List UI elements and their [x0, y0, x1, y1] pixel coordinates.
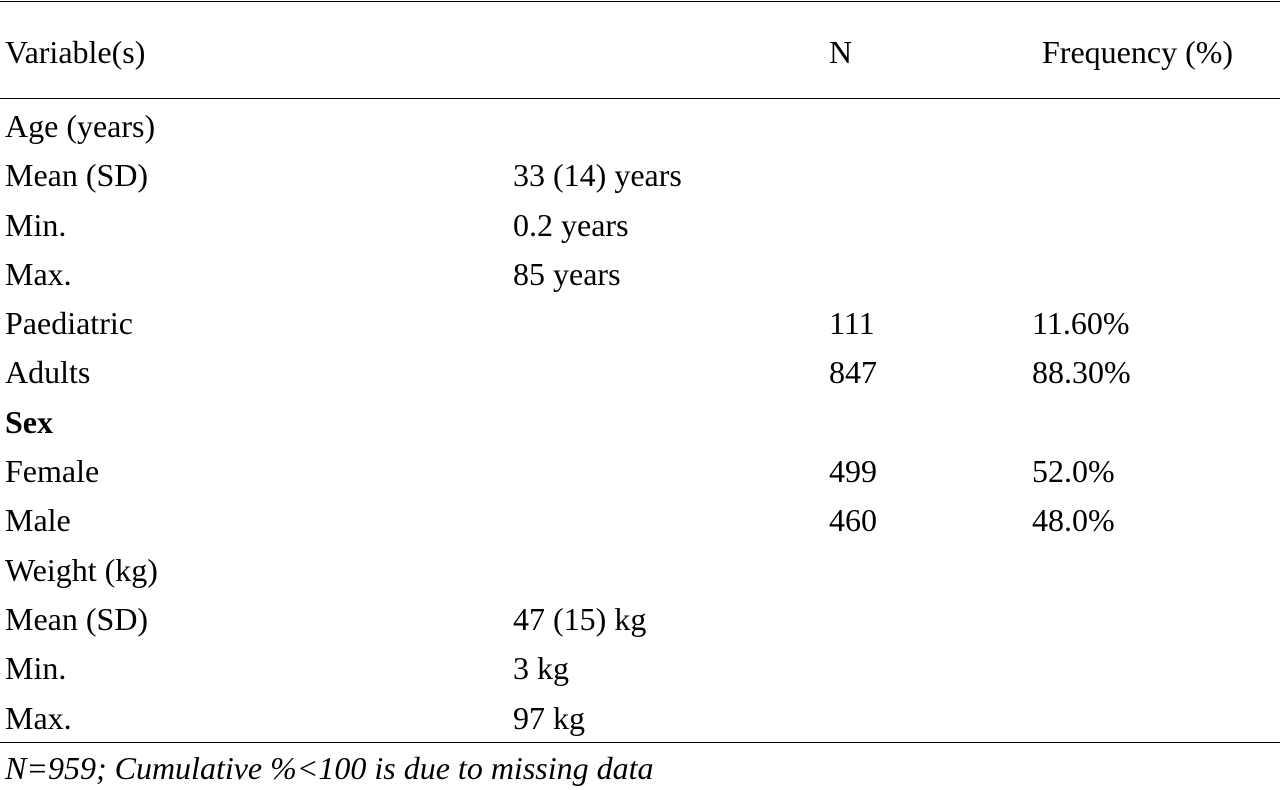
row-value: 85 years — [513, 255, 621, 292]
row-variable: Sex — [5, 403, 53, 440]
row-variable: Max. — [5, 255, 72, 292]
table-row: Max. 85 years — [0, 250, 1280, 299]
table-row: Mean (SD) 47 (15) kg — [0, 595, 1280, 644]
row-frequency: 11.60% — [1032, 305, 1130, 342]
row-variable: Age (years) — [5, 108, 156, 144]
row-variable: Paediatric — [5, 305, 133, 342]
table-row: Adults 847 88.30% — [0, 348, 1280, 397]
row-frequency: 52.0% — [1032, 453, 1115, 490]
row-frequency: 88.30% — [1032, 354, 1131, 391]
table-row: Female 499 52.0% — [0, 447, 1280, 496]
row-variable: Weight (kg) — [5, 551, 158, 588]
table-bottom-rule — [0, 742, 1280, 743]
table-row: Max. 97 kg — [0, 694, 1280, 743]
row-frequency: 48.0% — [1032, 502, 1115, 539]
table-body: Age (years) Mean (SD) 33 (14) years Min.… — [0, 102, 1280, 743]
row-value: 47 (15) kg — [513, 600, 647, 637]
table-header-row: Variable(s) N Frequency (%) — [0, 28, 1280, 76]
table-row: Paediatric 111 11.60% — [0, 299, 1280, 348]
table-row: Sex — [0, 398, 1280, 447]
row-variable: Min. — [5, 206, 67, 243]
row-variable: Mean (SD) — [5, 157, 149, 194]
row-variable: Male — [5, 502, 71, 539]
table-row: Age (years) — [0, 102, 1280, 151]
table-top-rule — [0, 1, 1280, 2]
header-variable: Variable(s) — [5, 34, 146, 70]
table-row: Male 460 48.0% — [0, 496, 1280, 545]
row-n: 847 — [829, 354, 877, 391]
row-variable: Max. — [5, 699, 72, 736]
row-value: 33 (14) years — [513, 157, 682, 194]
header-n: N — [829, 34, 853, 70]
table-footnote: N=959; Cumulative %<100 is due to missin… — [5, 750, 654, 786]
row-n: 111 — [829, 305, 875, 342]
row-value: 3 kg — [513, 650, 569, 687]
row-value: 0.2 years — [513, 206, 629, 243]
table-row: Min. 3 kg — [0, 644, 1280, 693]
row-variable: Min. — [5, 650, 67, 687]
table-header-rule — [0, 98, 1280, 99]
row-n: 499 — [829, 453, 877, 490]
table-row: Min. 0.2 years — [0, 201, 1280, 250]
header-frequency: Frequency (%) — [1042, 34, 1234, 70]
row-value: 97 kg — [513, 699, 585, 736]
table-row: Mean (SD) 33 (14) years — [0, 151, 1280, 200]
row-variable: Female — [5, 453, 100, 490]
row-variable: Adults — [5, 354, 91, 391]
row-variable: Mean (SD) — [5, 600, 149, 637]
table-row: Weight (kg) — [0, 546, 1280, 595]
row-n: 460 — [829, 502, 877, 539]
